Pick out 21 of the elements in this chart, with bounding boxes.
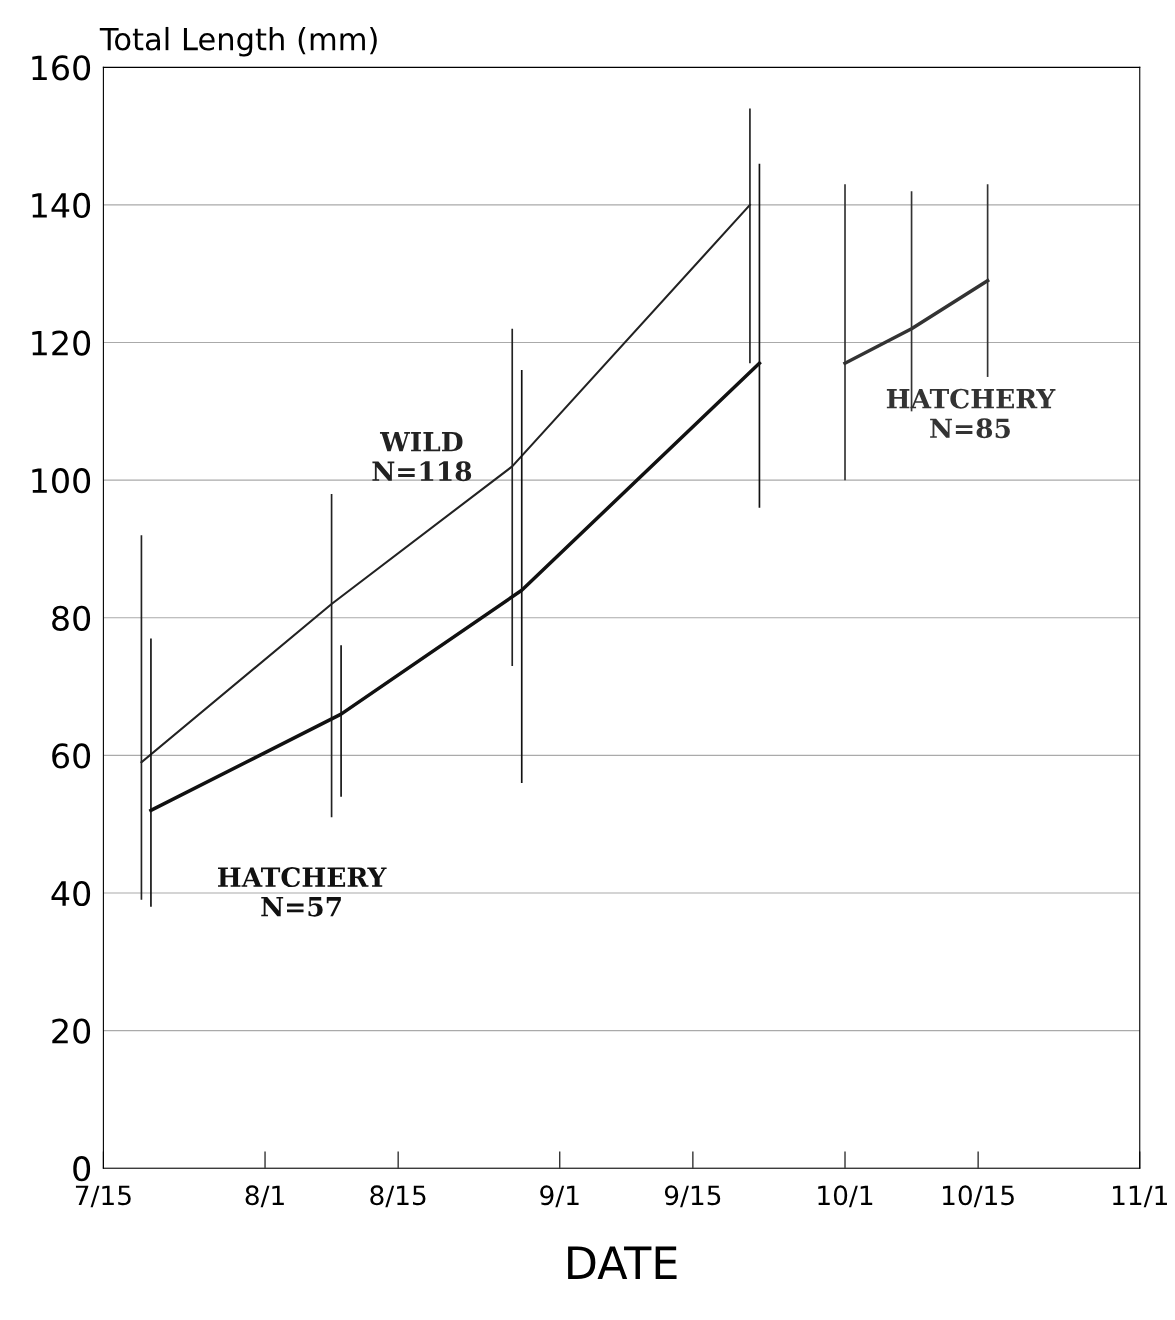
y-tick-label: 120 xyxy=(32,330,91,356)
x-tick-label: 9/15 xyxy=(664,1185,721,1208)
x-tick-label: 10/15 xyxy=(942,1185,1014,1208)
y-tick-label: 40 xyxy=(51,880,91,907)
x-tick-label: 9/1 xyxy=(540,1185,579,1208)
y-tick-label: 100 xyxy=(32,468,91,494)
text: HATCHERY N=57 xyxy=(218,867,387,917)
y-tick-label: 0 xyxy=(73,1156,91,1182)
x-tick-label: 8/1 xyxy=(245,1185,284,1208)
series-label: WILD N=118 xyxy=(372,432,472,482)
x-tick-label: 8/15 xyxy=(370,1185,426,1208)
x-tick-label: 11/1 xyxy=(1113,1185,1167,1208)
y-tick-label: 60 xyxy=(52,743,91,769)
y-tick-label: 140 xyxy=(32,192,91,219)
y-tick-label: 80 xyxy=(52,605,91,631)
y-tick-label: 20 xyxy=(52,1018,91,1044)
x-axis-title: DATE xyxy=(568,1246,677,1279)
x-tick-label: 7/15 xyxy=(75,1185,131,1208)
y-tick-label: 160 xyxy=(32,55,91,81)
y-axis-title: Total Length (mm) xyxy=(99,26,377,57)
x-tick-label: 10/1 xyxy=(818,1185,873,1208)
